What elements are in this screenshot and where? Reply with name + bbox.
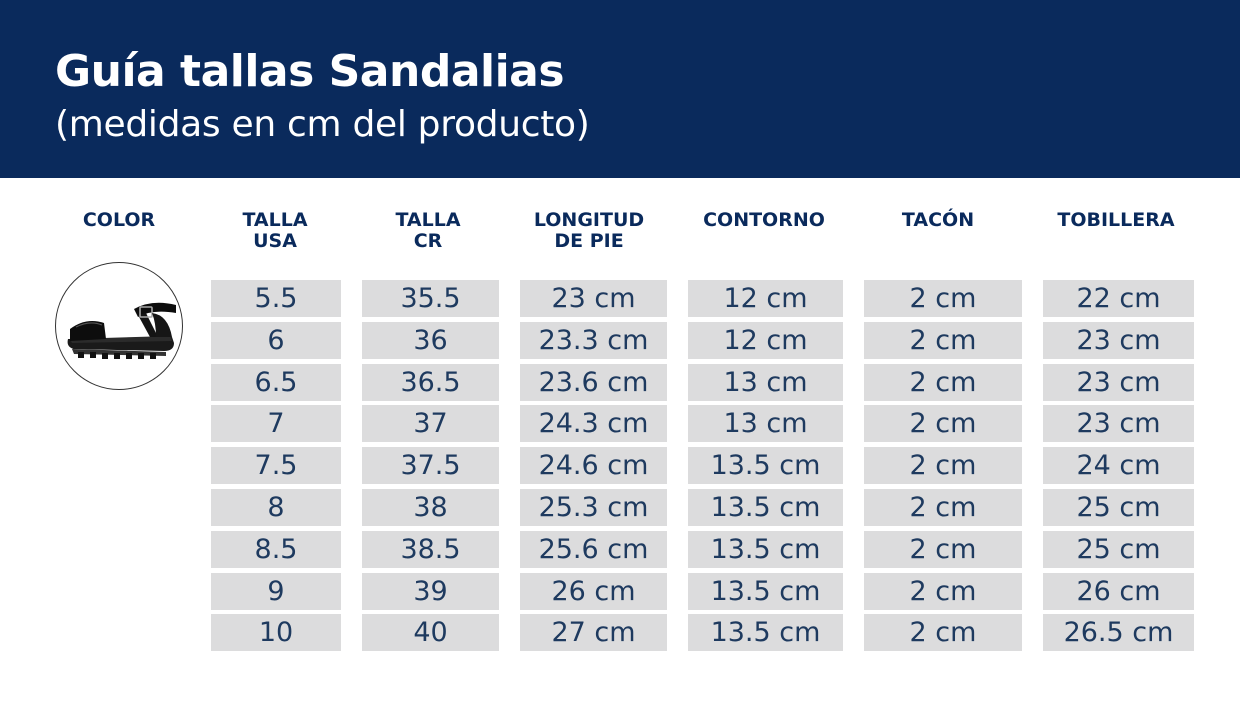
cell-tacon: 2 cm — [864, 531, 1022, 568]
page-title: Guía tallas Sandalias — [55, 46, 565, 97]
cell-tobillera: 26.5 cm — [1043, 614, 1194, 651]
cell-tobillera: 22 cm — [1043, 280, 1194, 317]
cell-tacon: 2 cm — [864, 573, 1022, 610]
cell-contorno: 12 cm — [688, 280, 843, 317]
cell-contorno: 12 cm — [688, 322, 843, 359]
cell-tobillera: 26 cm — [1043, 573, 1194, 610]
column-header-longitud-de-pie: LONGITUD DE PIE — [533, 209, 645, 252]
cell-talla-cr: 37.5 — [362, 447, 499, 484]
black-sandal-icon — [67, 302, 176, 359]
cell-tobillera: 24 cm — [1043, 447, 1194, 484]
cell-contorno: 13.5 cm — [688, 614, 843, 651]
cell-longitud-de-pie: 23 cm — [520, 280, 667, 317]
column-header-tobillera: TOBILLERA — [1057, 209, 1175, 231]
cell-tobillera: 25 cm — [1043, 531, 1194, 568]
cell-talla-cr: 38.5 — [362, 531, 499, 568]
cell-tacon: 2 cm — [864, 364, 1022, 401]
header-banner: Guía tallas Sandalias (medidas en cm del… — [0, 0, 1240, 178]
cell-contorno: 13.5 cm — [688, 489, 843, 526]
column-header-contorno: CONTORNO — [703, 209, 825, 231]
cell-talla-cr: 38 — [362, 489, 499, 526]
cell-contorno: 13 cm — [688, 364, 843, 401]
cell-talla-cr: 35.5 — [362, 280, 499, 317]
cell-longitud-de-pie: 23.6 cm — [520, 364, 667, 401]
cell-talla-cr: 36 — [362, 322, 499, 359]
cell-contorno: 13.5 cm — [688, 573, 843, 610]
cell-talla-cr: 39 — [362, 573, 499, 610]
cell-talla-cr: 40 — [362, 614, 499, 651]
cell-longitud-de-pie: 24.6 cm — [520, 447, 667, 484]
column-header-color: COLOR — [82, 209, 156, 231]
cell-talla-cr: 36.5 — [362, 364, 499, 401]
cell-tacon: 2 cm — [864, 322, 1022, 359]
cell-talla-usa: 7.5 — [211, 447, 341, 484]
column-header-talla-usa: TALLA USA — [242, 209, 308, 252]
cell-contorno: 13.5 cm — [688, 447, 843, 484]
cell-longitud-de-pie: 26 cm — [520, 573, 667, 610]
cell-longitud-de-pie: 24.3 cm — [520, 405, 667, 442]
column-header-tacon: TACÓN — [901, 209, 975, 231]
cell-tacon: 2 cm — [864, 280, 1022, 317]
cell-contorno: 13.5 cm — [688, 531, 843, 568]
cell-longitud-de-pie: 25.6 cm — [520, 531, 667, 568]
page-subtitle: (medidas en cm del producto) — [55, 104, 590, 145]
cell-talla-usa: 10 — [211, 614, 341, 651]
cell-talla-usa: 6 — [211, 322, 341, 359]
cell-talla-usa: 7 — [211, 405, 341, 442]
cell-tacon: 2 cm — [864, 614, 1022, 651]
cell-talla-usa: 6.5 — [211, 364, 341, 401]
cell-tobillera: 25 cm — [1043, 489, 1194, 526]
cell-talla-usa: 5.5 — [211, 280, 341, 317]
cell-talla-usa: 8.5 — [211, 531, 341, 568]
cell-tobillera: 23 cm — [1043, 364, 1194, 401]
cell-tobillera: 23 cm — [1043, 322, 1194, 359]
cell-longitud-de-pie: 25.3 cm — [520, 489, 667, 526]
cell-tobillera: 23 cm — [1043, 405, 1194, 442]
column-header-talla-cr: TALLA CR — [395, 209, 461, 252]
cell-tacon: 2 cm — [864, 489, 1022, 526]
cell-talla-usa: 8 — [211, 489, 341, 526]
cell-tacon: 2 cm — [864, 447, 1022, 484]
cell-longitud-de-pie: 27 cm — [520, 614, 667, 651]
sandal-thumbnail — [55, 262, 183, 390]
cell-tacon: 2 cm — [864, 405, 1022, 442]
cell-talla-usa: 9 — [211, 573, 341, 610]
cell-longitud-de-pie: 23.3 cm — [520, 322, 667, 359]
cell-talla-cr: 37 — [362, 405, 499, 442]
cell-contorno: 13 cm — [688, 405, 843, 442]
